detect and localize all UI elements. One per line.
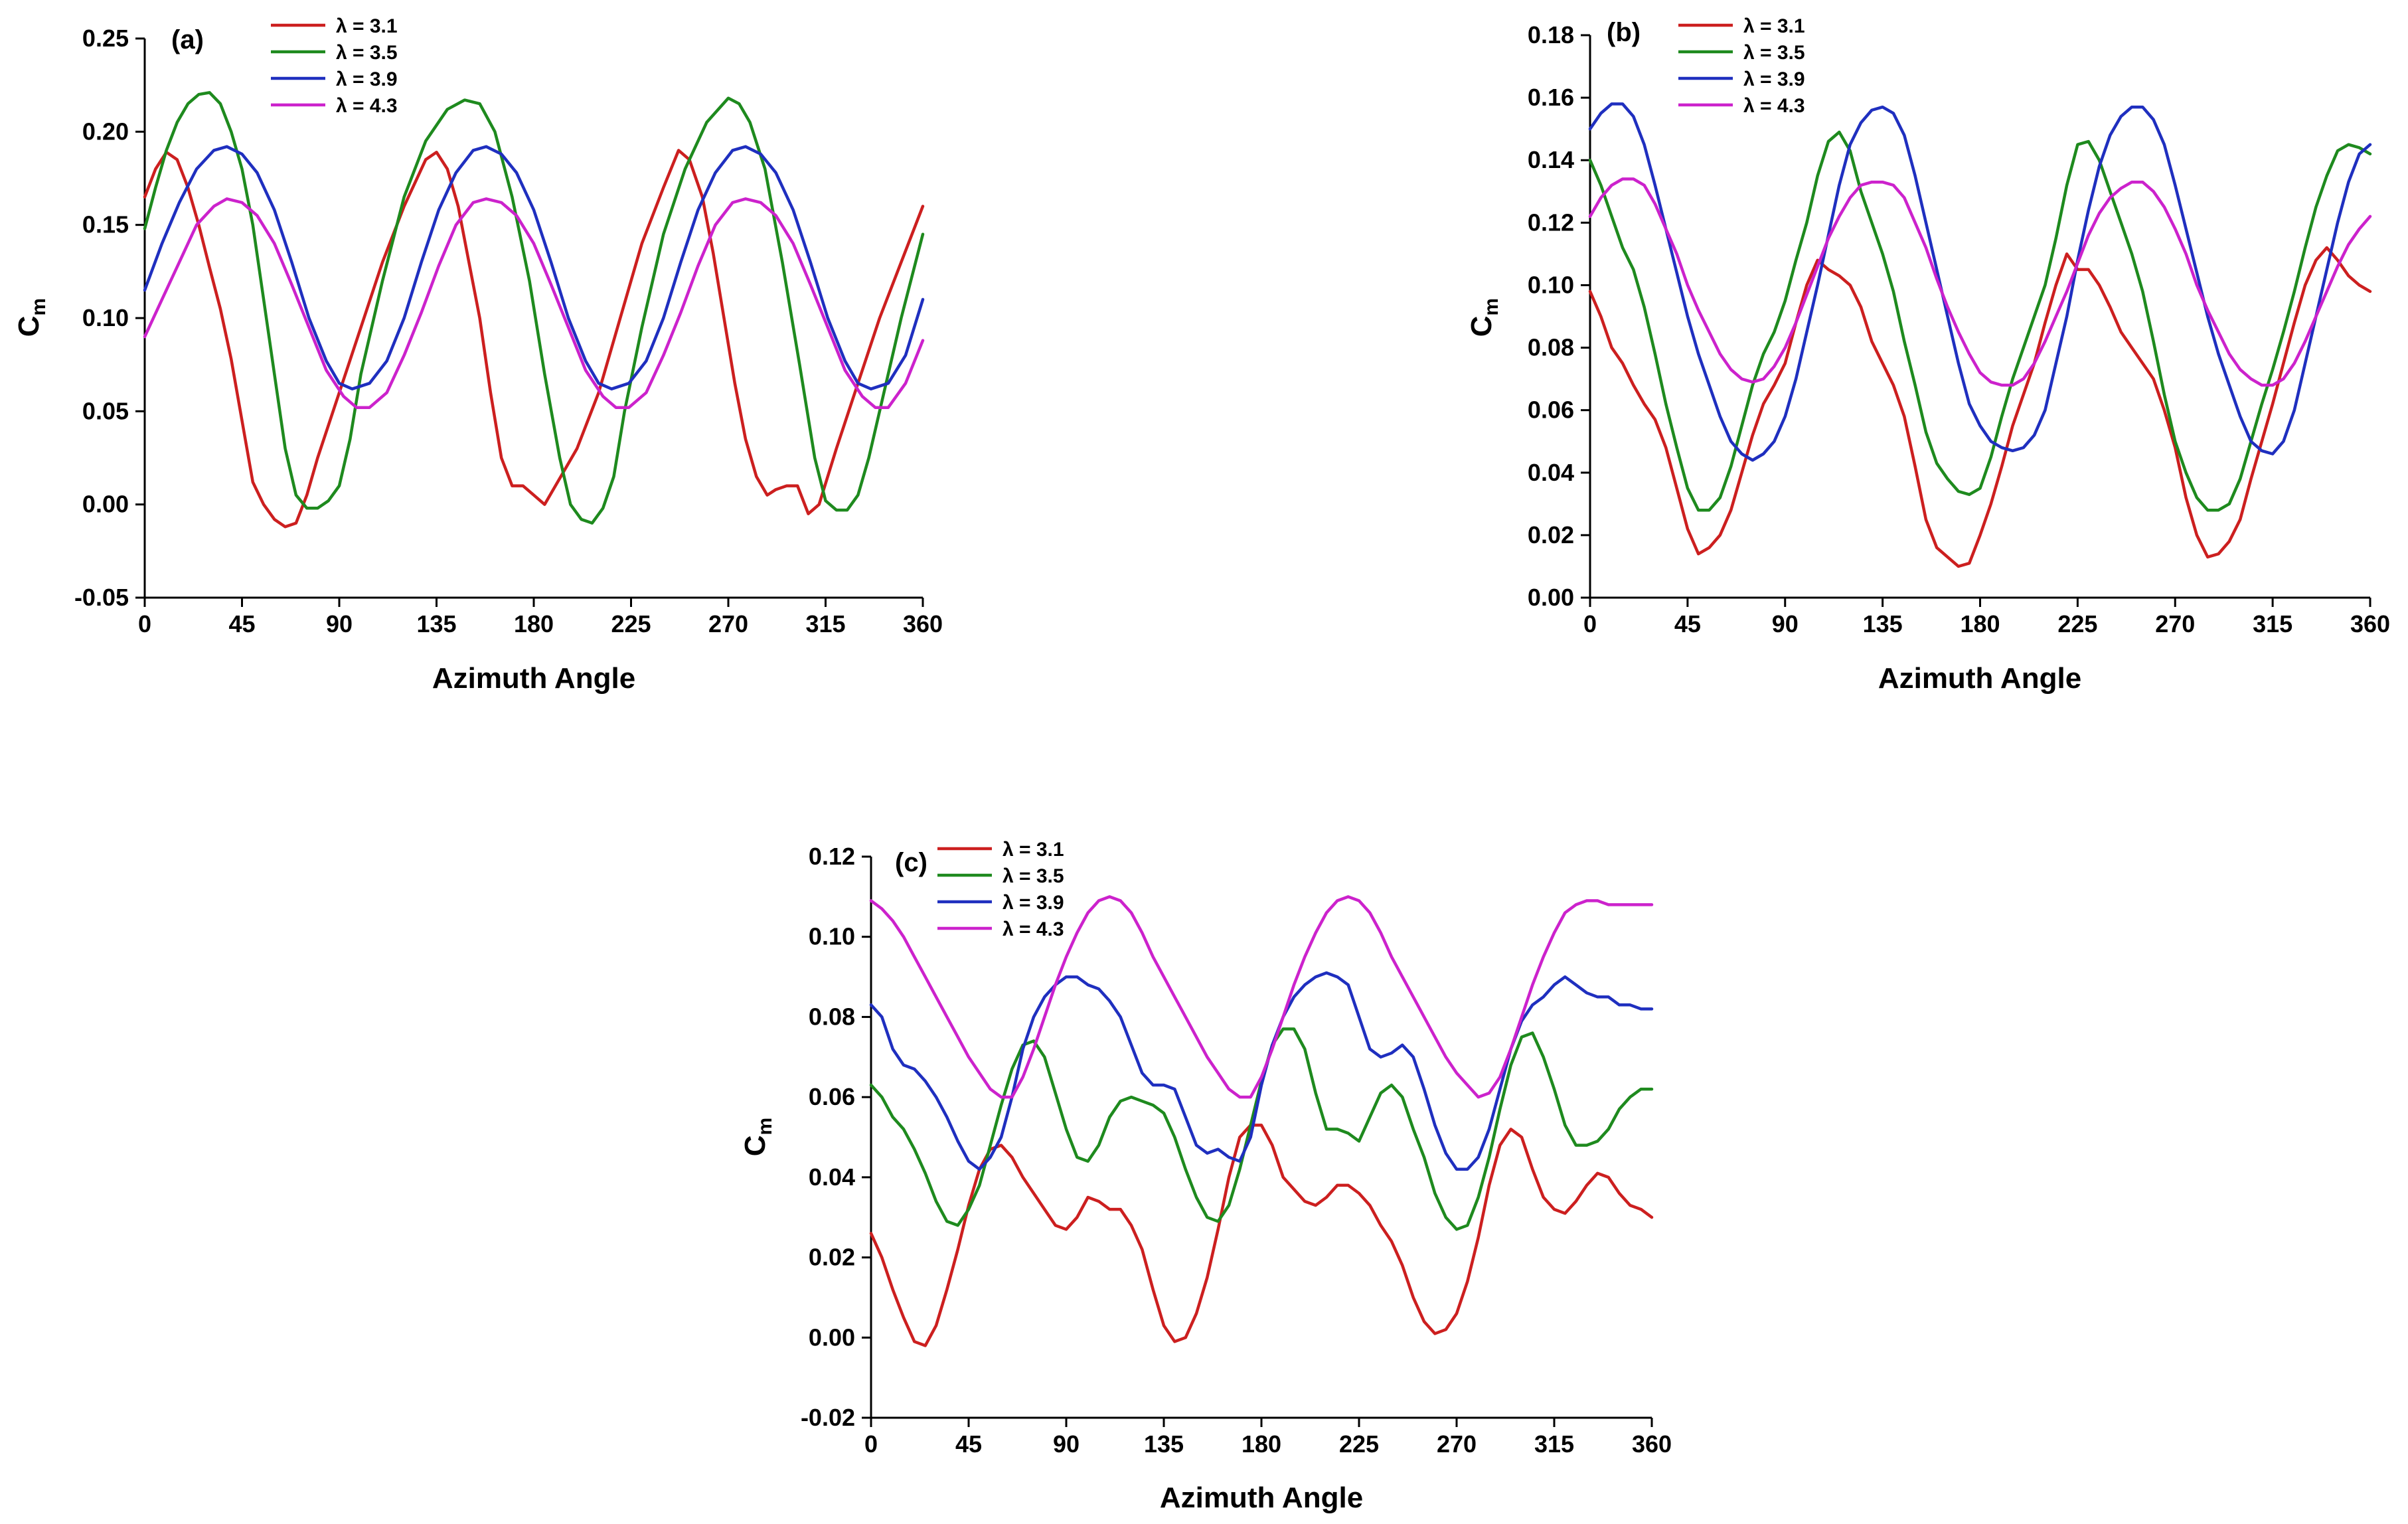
x-tick-label: 270: [2155, 610, 2195, 637]
legend-label: λ = 4.3: [1743, 95, 1805, 117]
y-axis-title-subscript: m: [1481, 298, 1502, 316]
y-tick-label: 0.18: [1528, 21, 1574, 48]
y-tick-label: 0.00: [82, 491, 129, 518]
y-tick-label: 0.12: [1528, 209, 1574, 236]
y-tick-label: 0.25: [82, 25, 129, 52]
chart-panel-a: (a) Azimuth Angle Cm λ = 3.1λ = 3.5λ = 3…: [13, 15, 943, 695]
y-tick-label: 0.00: [1528, 584, 1574, 611]
series-line-3: [1588, 102, 2372, 462]
y-tick-label: -0.05: [74, 584, 129, 611]
y-axis-title: Cm: [1465, 298, 1502, 337]
chart-panel-b: (b) Azimuth Angle Cm λ = 3.1λ = 3.5λ = 3…: [1465, 15, 2390, 695]
legend-label: λ = 3.9: [1003, 892, 1064, 914]
panel-label: (b): [1607, 18, 1641, 47]
y-tick-label: -0.02: [801, 1404, 855, 1431]
legend-label: λ = 4.3: [1003, 918, 1064, 940]
x-tick-label: 45: [955, 1430, 982, 1458]
legend-label: λ = 4.3: [336, 95, 398, 117]
x-tick-label: 225: [2057, 610, 2097, 637]
y-axis-title-main: C: [1465, 315, 1498, 337]
y-tick-label: 0.14: [1528, 146, 1574, 173]
panel-label: (a): [171, 25, 204, 54]
y-axis-title-main: C: [739, 1135, 771, 1156]
legend-label: λ = 3.5: [1743, 42, 1805, 64]
x-tick-label: 225: [611, 610, 651, 637]
y-tick-label: 0.20: [82, 118, 129, 145]
panel-label: (c): [895, 848, 927, 877]
y-tick-label: 0.10: [1528, 271, 1574, 298]
y-tick-label: 0.05: [82, 397, 129, 424]
series-line-1: [1588, 246, 2372, 568]
legend-label: λ = 3.1: [1743, 15, 1805, 37]
series-line-3: [143, 145, 925, 390]
x-tick-label: 180: [1242, 1430, 1281, 1458]
y-tick-label: 0.10: [809, 923, 855, 950]
series-line-1: [143, 149, 925, 529]
y-axis-title-main: C: [13, 315, 45, 337]
x-tick-label: 0: [864, 1430, 878, 1458]
x-tick-label: 270: [1437, 1430, 1477, 1458]
y-axis-title-subscript: m: [754, 1118, 776, 1136]
y-tick-label: 0.10: [82, 304, 129, 331]
y-tick-label: 0.06: [809, 1083, 855, 1110]
x-tick-label: 270: [708, 610, 748, 637]
series-line-4: [143, 197, 925, 409]
y-tick-label: 0.02: [809, 1244, 855, 1271]
x-tick-label: 180: [514, 610, 554, 637]
x-axis-title: Azimuth Angle: [1878, 662, 2081, 695]
series-line-2: [143, 91, 925, 525]
y-tick-label: 0.04: [809, 1163, 855, 1191]
x-tick-label: 360: [1632, 1430, 1672, 1458]
x-tick-label: 180: [1960, 610, 2000, 637]
y-tick-label: 0.04: [1528, 459, 1574, 486]
y-tick-label: 0.06: [1528, 396, 1574, 424]
x-tick-label: 135: [1144, 1430, 1184, 1458]
series-line-4: [869, 895, 1654, 1099]
legend: λ = 3.1 λ = 3.5 λ = 3.9 λ = 4.3: [937, 839, 1064, 940]
legend-label: λ = 3.1: [1003, 839, 1064, 861]
y-tick-label: 0.12: [809, 843, 855, 870]
x-tick-label: 360: [2350, 610, 2390, 637]
series-line-4: [1588, 177, 2372, 387]
x-tick-label: 315: [805, 610, 845, 637]
legend: λ = 3.1 λ = 3.5 λ = 3.9 λ = 4.3: [271, 15, 398, 117]
x-tick-label: 225: [1339, 1430, 1379, 1458]
y-tick-label: 0.15: [82, 211, 129, 238]
x-tick-label: 360: [903, 610, 943, 637]
x-tick-label: 90: [1053, 1430, 1080, 1458]
x-tick-label: 0: [138, 610, 151, 637]
x-tick-label: 45: [228, 610, 255, 637]
y-axis-title-subscript: m: [28, 298, 50, 316]
series-line-2: [1588, 130, 2372, 512]
x-tick-label: 45: [1674, 610, 1701, 637]
y-tick-label: 0.16: [1528, 84, 1574, 111]
y-axis-title: Cm: [13, 298, 50, 337]
legend-label: λ = 3.9: [1743, 68, 1805, 90]
x-axis-title: Azimuth Angle: [432, 662, 635, 695]
legend-label: λ = 3.1: [336, 15, 398, 37]
x-tick-label: 315: [1534, 1430, 1574, 1458]
y-tick-label: 0.08: [1528, 334, 1574, 361]
x-tick-label: 135: [416, 610, 456, 637]
legend: λ = 3.1 λ = 3.5 λ = 3.9 λ = 4.3: [1678, 15, 1805, 117]
series-line-1: [869, 1124, 1654, 1347]
x-tick-label: 0: [1583, 610, 1597, 637]
x-tick-label: 135: [1863, 610, 1903, 637]
chart-panel-c: (c) Azimuth Angle Cm λ = 3.1λ = 3.5λ = 3…: [739, 839, 1672, 1514]
y-axis-title: Cm: [739, 1118, 776, 1156]
y-tick-label: 0.08: [809, 1003, 855, 1030]
y-tick-label: 0.00: [809, 1323, 855, 1351]
y-tick-label: 0.02: [1528, 521, 1574, 549]
x-tick-label: 90: [1772, 610, 1799, 637]
legend-label: λ = 3.5: [336, 42, 398, 64]
legend-label: λ = 3.5: [1003, 865, 1064, 887]
x-tick-label: 315: [2253, 610, 2292, 637]
x-axis-title: Azimuth Angle: [1160, 1482, 1363, 1514]
legend-label: λ = 3.9: [336, 68, 398, 90]
x-tick-label: 90: [326, 610, 353, 637]
